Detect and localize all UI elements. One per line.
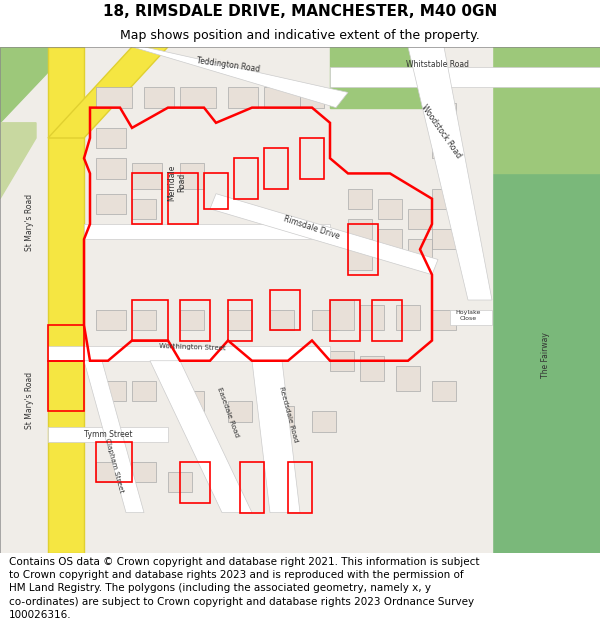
Polygon shape	[84, 361, 144, 512]
Polygon shape	[330, 47, 432, 108]
Bar	[228, 401, 252, 421]
Polygon shape	[0, 122, 36, 199]
Bar	[378, 199, 402, 219]
Bar	[432, 381, 456, 401]
Text: Woodstock Road: Woodstock Road	[419, 103, 463, 160]
Text: Merridale
Road: Merridale Road	[167, 164, 187, 201]
Bar	[270, 406, 294, 426]
Bar	[300, 88, 324, 108]
Text: Reedsdale Road: Reedsdale Road	[278, 386, 298, 442]
Bar	[264, 88, 300, 108]
Bar	[312, 310, 336, 331]
Bar	[348, 219, 372, 239]
Polygon shape	[48, 346, 330, 361]
Bar	[180, 88, 216, 108]
Bar	[132, 462, 156, 482]
Bar	[330, 300, 354, 331]
Polygon shape	[84, 224, 330, 239]
Text: Contains OS data © Crown copyright and database right 2021. This information is : Contains OS data © Crown copyright and d…	[9, 557, 479, 567]
Bar	[432, 189, 456, 209]
Polygon shape	[48, 426, 168, 442]
Polygon shape	[330, 47, 432, 108]
Bar	[96, 310, 126, 331]
Text: The Fairway: The Fairway	[542, 332, 551, 378]
Text: Rimsdale Drive: Rimsdale Drive	[283, 214, 341, 241]
Bar	[96, 194, 126, 214]
Bar	[330, 351, 354, 371]
Text: Teddington Road: Teddington Road	[196, 56, 260, 74]
Bar	[180, 163, 204, 189]
Text: Clapham Street: Clapham Street	[104, 438, 124, 493]
Text: to Crown copyright and database rights 2023 and is reproduced with the permissio: to Crown copyright and database rights 2…	[9, 570, 464, 580]
Polygon shape	[252, 361, 300, 512]
Polygon shape	[0, 47, 48, 122]
Polygon shape	[492, 173, 600, 553]
Bar	[228, 88, 258, 108]
Bar	[360, 356, 384, 381]
Bar	[408, 209, 432, 229]
Bar	[132, 310, 156, 331]
Bar	[312, 411, 336, 432]
Polygon shape	[492, 47, 600, 173]
Text: Map shows position and indicative extent of the property.: Map shows position and indicative extent…	[120, 29, 480, 42]
Bar	[96, 381, 126, 401]
Polygon shape	[210, 194, 438, 275]
Bar	[132, 381, 156, 401]
Text: 100026316.: 100026316.	[9, 610, 71, 620]
Polygon shape	[450, 310, 492, 325]
Bar	[96, 88, 132, 108]
Bar	[144, 88, 174, 108]
Bar	[348, 189, 372, 209]
Bar	[378, 229, 402, 249]
Polygon shape	[48, 47, 168, 138]
Text: co-ordinates) are subject to Crown copyright and database rights 2023 Ordnance S: co-ordinates) are subject to Crown copyr…	[9, 597, 474, 607]
Bar	[132, 199, 156, 219]
Polygon shape	[84, 47, 492, 553]
Bar	[360, 305, 384, 331]
Text: HM Land Registry. The polygons (including the associated geometry, namely x, y: HM Land Registry. The polygons (includin…	[9, 583, 431, 593]
Polygon shape	[132, 47, 348, 108]
Bar	[432, 138, 456, 158]
Bar	[168, 472, 192, 492]
Polygon shape	[150, 361, 252, 512]
Text: 18, RIMSDALE DRIVE, MANCHESTER, M40 0GN: 18, RIMSDALE DRIVE, MANCHESTER, M40 0GN	[103, 4, 497, 19]
Bar	[96, 158, 126, 179]
Polygon shape	[450, 376, 492, 553]
Bar	[96, 128, 126, 148]
Bar	[408, 239, 432, 259]
Bar	[270, 310, 294, 331]
Text: St Mary's Road: St Mary's Road	[25, 194, 35, 251]
Bar	[432, 310, 456, 331]
Bar	[132, 163, 162, 189]
Text: Tymm Street: Tymm Street	[84, 430, 132, 439]
Bar	[348, 249, 372, 269]
Bar	[396, 305, 420, 331]
Bar	[432, 102, 456, 122]
Bar	[432, 229, 456, 249]
Bar	[180, 391, 204, 411]
Text: Worthington Street: Worthington Street	[158, 343, 226, 352]
Text: Hoylake
Close: Hoylake Close	[455, 311, 481, 321]
Polygon shape	[48, 47, 84, 553]
Text: Easedale Road: Easedale Road	[216, 386, 240, 438]
Bar	[396, 366, 420, 391]
Bar	[228, 310, 252, 331]
Bar	[180, 310, 204, 331]
Text: Whitstable Road: Whitstable Road	[407, 60, 470, 69]
Text: St Mary's Road: St Mary's Road	[25, 371, 35, 429]
Bar	[96, 462, 126, 482]
Polygon shape	[330, 67, 600, 88]
Polygon shape	[408, 47, 492, 300]
